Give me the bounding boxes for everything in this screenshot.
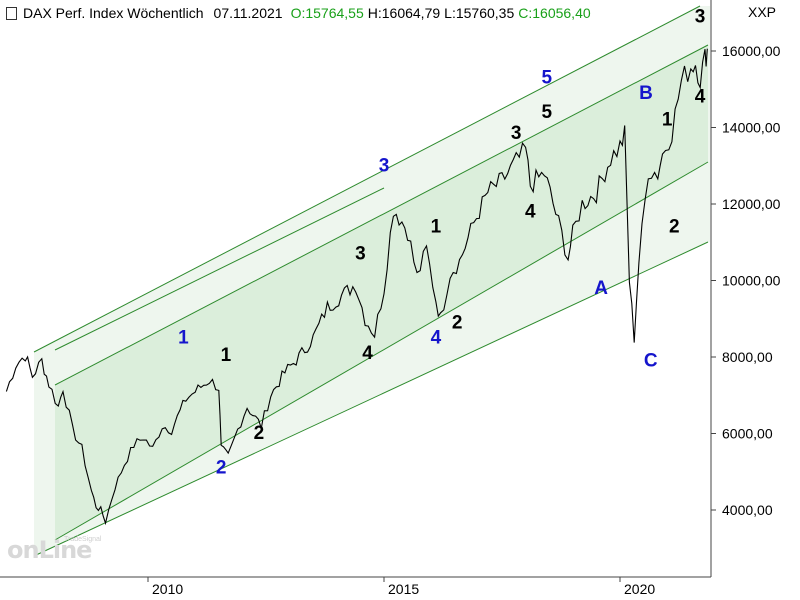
y-tick-label: 10000,00 — [722, 273, 781, 289]
chart-date: 07.11.2021 — [213, 5, 283, 21]
channel-upper-inner-line — [54, 44, 709, 386]
wave-label: 4 — [695, 87, 706, 108]
wave-label: 3 — [355, 243, 366, 264]
wave-label: 3 — [511, 123, 522, 144]
wave-label: 3 — [379, 155, 390, 176]
wave-label: 5 — [542, 102, 553, 123]
price-line-layer — [5, 48, 708, 526]
channel-layer — [33, 5, 710, 557]
high-label: H: — [367, 5, 382, 21]
wave-label: B — [639, 83, 653, 104]
wave-label: A — [594, 278, 608, 299]
wave-label: 3 — [695, 6, 706, 27]
chart-header: DAX Perf. Index Wöchentlich 07.11.2021 O… — [0, 2, 595, 24]
channel-lower-inner-line — [54, 161, 709, 541]
wave-label: 1 — [221, 345, 232, 366]
channel-connector-line — [54, 187, 385, 351]
y-tick-label: 6000,00 — [722, 426, 773, 442]
wave-label: 2 — [452, 312, 463, 333]
x-tick-label: 2020 — [624, 581, 655, 597]
y-tick-label: 12000,00 — [722, 196, 781, 212]
open-label: O: — [290, 5, 306, 21]
window-toggle-icon[interactable] — [6, 6, 17, 20]
wave-label: 1 — [431, 217, 442, 238]
instrument-code: XXP — [747, 4, 776, 20]
x-tick-label: 2010 — [152, 581, 183, 597]
wave-label: 5 — [542, 68, 553, 89]
wave-label: 2 — [669, 217, 680, 238]
channel-lower-outer-line — [33, 241, 709, 557]
close-label: C: — [518, 5, 533, 21]
high-value: 16064,79 — [381, 5, 441, 21]
low-label: L: — [444, 5, 456, 21]
wave-label: 1 — [178, 328, 189, 349]
wave-label: 2 — [216, 458, 227, 479]
inner-channel-fill — [55, 45, 708, 540]
watermark-subtitle: TradeSignal — [64, 536, 102, 543]
watermark-logo: onLine — [7, 536, 92, 564]
axes-layer: 4000,006000,008000,0010000,0012000,00140… — [0, 0, 781, 597]
wave-label: 4 — [431, 328, 442, 349]
y-tick-label: 16000,00 — [722, 43, 781, 59]
chart-title: DAX Perf. Index Wöchentlich — [23, 5, 204, 21]
wave-label: 4 — [525, 201, 536, 222]
y-tick-label: 4000,00 — [722, 502, 773, 518]
wave-label: 1 — [662, 110, 673, 131]
low-value: 15760,35 — [455, 5, 515, 21]
price-line — [5, 48, 708, 526]
y-tick-label: 14000,00 — [722, 120, 781, 136]
wave-label: 4 — [362, 343, 373, 364]
open-value: 15764,55 — [305, 5, 364, 21]
close-value: 16056,40 — [532, 5, 591, 21]
wave-label: C — [644, 351, 658, 372]
wave-label: 2 — [254, 423, 265, 444]
x-tick-label: 2015 — [388, 581, 419, 597]
channel-upper-outer-line — [33, 5, 701, 353]
y-tick-label: 8000,00 — [722, 349, 773, 365]
